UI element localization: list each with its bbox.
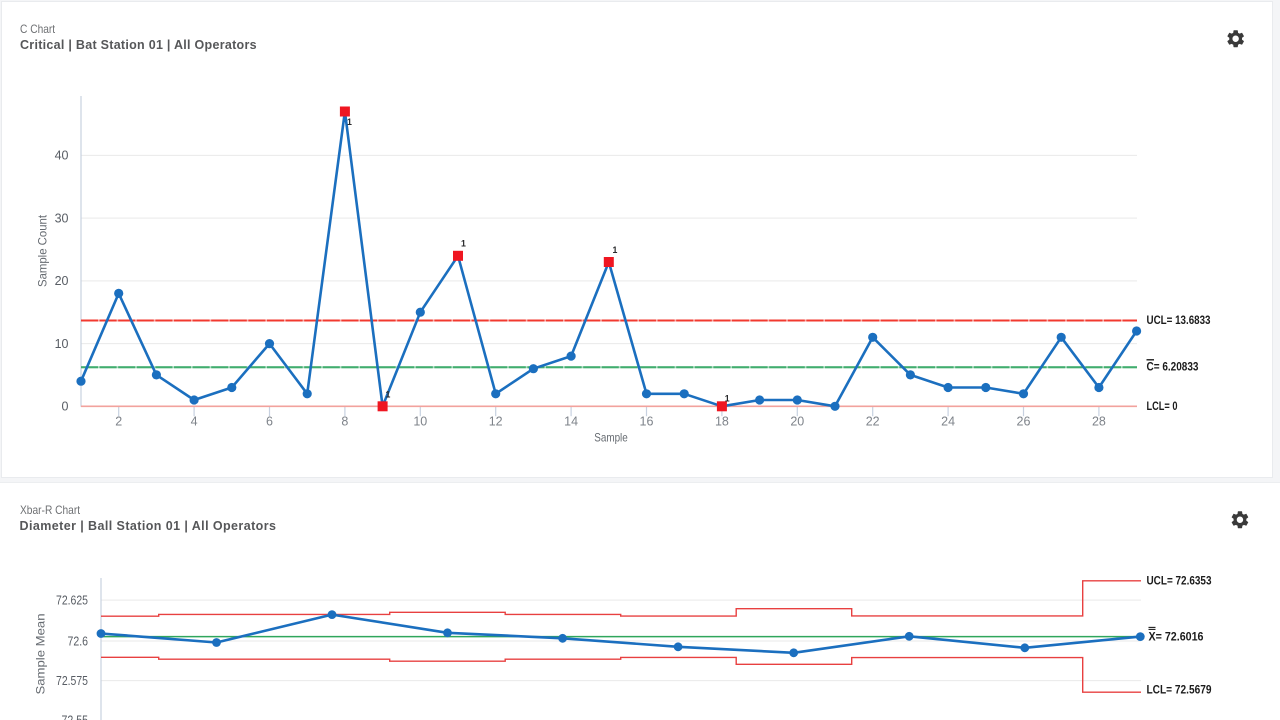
- svg-text:26: 26: [1017, 415, 1031, 429]
- svg-text:20: 20: [790, 415, 804, 429]
- svg-text:10: 10: [55, 337, 69, 351]
- svg-text:16: 16: [640, 415, 654, 429]
- svg-text:10: 10: [413, 415, 427, 429]
- svg-text:24: 24: [941, 415, 955, 429]
- svg-text:2: 2: [115, 415, 122, 429]
- svg-text:Sample Mean: Sample Mean: [34, 614, 48, 695]
- svg-text:C= 6.20833: C= 6.20833: [1147, 360, 1199, 374]
- svg-text:0: 0: [62, 400, 69, 414]
- svg-text:LCL= 0: LCL= 0: [1147, 399, 1178, 413]
- svg-text:14: 14: [564, 415, 578, 429]
- svg-text:72.6: 72.6: [68, 634, 89, 648]
- svg-text:X= 72.6016: X= 72.6016: [1149, 629, 1204, 643]
- svg-text:6: 6: [266, 415, 273, 429]
- svg-text:UCL= 72.6353: UCL= 72.6353: [1147, 574, 1212, 588]
- svg-text:40: 40: [55, 149, 69, 163]
- svg-text:4: 4: [191, 415, 198, 429]
- svg-text:72.575: 72.575: [56, 674, 88, 688]
- svg-text:72.55: 72.55: [62, 714, 89, 720]
- svg-text:72.625: 72.625: [56, 593, 88, 607]
- svg-text:22: 22: [866, 415, 880, 429]
- svg-text:1: 1: [461, 239, 466, 249]
- svg-text:18: 18: [715, 415, 729, 429]
- svg-text:20: 20: [55, 274, 69, 288]
- svg-text:1: 1: [386, 390, 391, 400]
- svg-text:Sample: Sample: [594, 431, 628, 445]
- svg-text:1: 1: [347, 117, 352, 127]
- svg-text:Sample Count: Sample Count: [35, 214, 49, 287]
- svg-text:30: 30: [55, 211, 69, 225]
- svg-text:8: 8: [341, 415, 348, 429]
- svg-text:LCL= 72.5679: LCL= 72.5679: [1147, 683, 1212, 697]
- svg-text:12: 12: [489, 415, 503, 429]
- svg-text:1: 1: [613, 245, 618, 255]
- svg-text:28: 28: [1092, 415, 1106, 429]
- svg-text:UCL= 13.6833: UCL= 13.6833: [1147, 313, 1211, 327]
- svg-text:1: 1: [725, 394, 730, 404]
